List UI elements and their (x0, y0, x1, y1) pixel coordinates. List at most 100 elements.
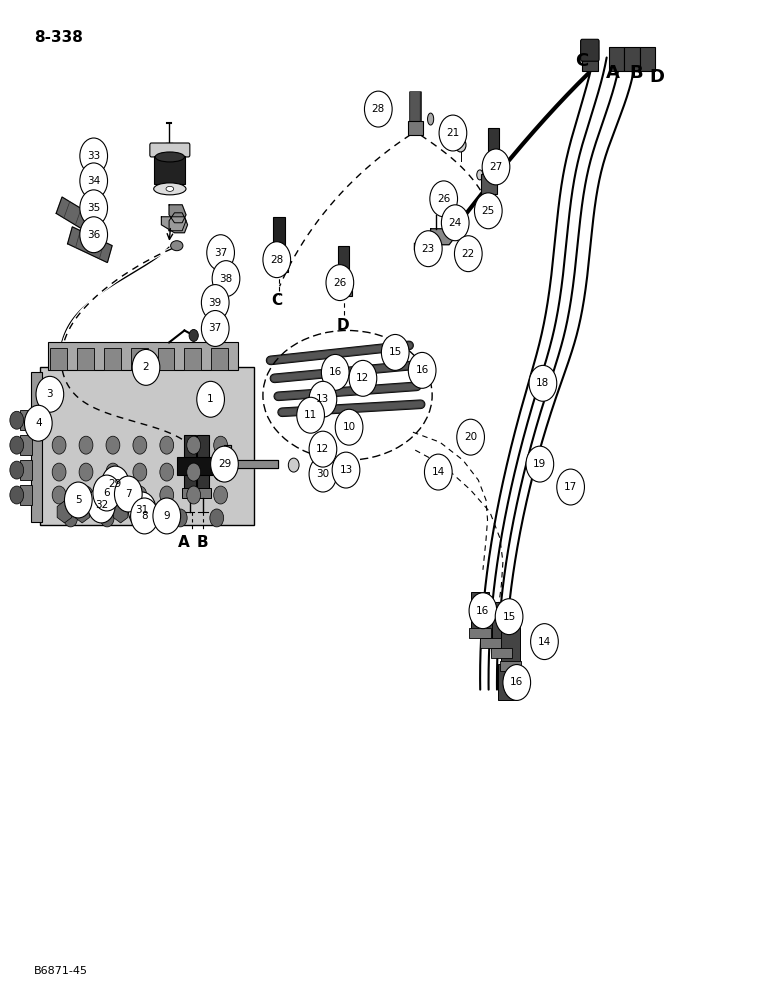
Text: 17: 17 (564, 482, 577, 492)
Circle shape (449, 222, 455, 230)
Text: 37: 37 (208, 323, 222, 333)
FancyBboxPatch shape (337, 246, 349, 282)
Circle shape (459, 222, 466, 230)
Circle shape (381, 334, 409, 370)
Text: B: B (629, 64, 643, 82)
Circle shape (201, 311, 229, 346)
Ellipse shape (428, 113, 434, 125)
FancyBboxPatch shape (197, 435, 209, 490)
Text: 28: 28 (270, 255, 283, 265)
Circle shape (52, 486, 66, 504)
Circle shape (106, 463, 120, 481)
Text: B: B (197, 535, 208, 550)
Circle shape (214, 486, 228, 504)
Circle shape (187, 436, 201, 454)
Circle shape (130, 498, 158, 534)
Circle shape (442, 205, 469, 241)
FancyBboxPatch shape (31, 372, 42, 522)
FancyBboxPatch shape (491, 648, 512, 658)
Circle shape (160, 486, 174, 504)
Circle shape (332, 452, 360, 488)
Circle shape (415, 231, 442, 267)
Circle shape (133, 486, 147, 504)
Circle shape (114, 476, 142, 512)
Circle shape (136, 497, 145, 509)
Circle shape (364, 91, 392, 127)
Circle shape (526, 446, 554, 482)
Circle shape (503, 665, 530, 700)
Text: D: D (337, 318, 349, 333)
Text: 1: 1 (208, 394, 214, 404)
Circle shape (25, 405, 52, 441)
Ellipse shape (477, 170, 483, 180)
Bar (50, 348, 66, 370)
Text: 6: 6 (103, 488, 110, 498)
Circle shape (530, 624, 558, 660)
Circle shape (93, 475, 120, 511)
Text: 26: 26 (437, 194, 450, 204)
Text: 23: 23 (422, 244, 435, 254)
Text: 27: 27 (489, 162, 503, 172)
Text: 16: 16 (476, 606, 489, 616)
Bar (20, 485, 32, 505)
Text: 33: 33 (87, 151, 100, 161)
Text: 39: 39 (208, 298, 222, 308)
FancyBboxPatch shape (40, 367, 254, 525)
FancyBboxPatch shape (480, 638, 501, 648)
Text: 19: 19 (533, 459, 547, 469)
FancyBboxPatch shape (408, 121, 423, 135)
Circle shape (335, 409, 363, 445)
Circle shape (187, 463, 201, 481)
Circle shape (133, 463, 147, 481)
Polygon shape (431, 229, 455, 245)
Circle shape (455, 236, 482, 272)
Circle shape (288, 458, 299, 472)
Circle shape (210, 509, 224, 527)
Text: 12: 12 (357, 373, 370, 383)
Circle shape (457, 419, 485, 455)
Circle shape (430, 181, 458, 217)
Circle shape (153, 498, 181, 534)
Ellipse shape (171, 241, 183, 251)
FancyBboxPatch shape (182, 488, 198, 498)
Text: 12: 12 (317, 444, 330, 454)
Circle shape (321, 354, 349, 390)
Circle shape (189, 329, 198, 341)
Circle shape (439, 115, 467, 151)
Text: 29: 29 (218, 459, 231, 469)
Circle shape (349, 360, 377, 396)
Circle shape (36, 376, 64, 412)
Circle shape (309, 431, 337, 467)
Circle shape (80, 138, 107, 174)
Circle shape (128, 492, 156, 528)
FancyBboxPatch shape (48, 342, 239, 370)
Text: 16: 16 (329, 367, 342, 377)
Circle shape (187, 486, 201, 504)
Text: 32: 32 (95, 500, 108, 510)
Polygon shape (169, 205, 186, 223)
Circle shape (160, 463, 174, 481)
Text: 26: 26 (334, 278, 347, 288)
Circle shape (326, 265, 354, 301)
Ellipse shape (166, 186, 174, 191)
Text: 14: 14 (538, 637, 551, 647)
Circle shape (469, 593, 496, 629)
FancyBboxPatch shape (195, 488, 211, 498)
Polygon shape (169, 213, 186, 231)
Circle shape (173, 509, 187, 527)
Circle shape (201, 285, 229, 321)
Polygon shape (225, 445, 279, 468)
Circle shape (214, 463, 228, 481)
Circle shape (79, 463, 93, 481)
FancyBboxPatch shape (154, 156, 185, 184)
FancyBboxPatch shape (469, 628, 491, 638)
Circle shape (137, 509, 151, 527)
Circle shape (79, 436, 93, 454)
Text: 21: 21 (446, 128, 459, 138)
Text: D: D (649, 68, 664, 86)
Circle shape (80, 163, 107, 199)
Text: 13: 13 (317, 394, 330, 404)
Text: 31: 31 (136, 505, 149, 515)
Circle shape (80, 190, 107, 226)
Circle shape (475, 193, 502, 229)
